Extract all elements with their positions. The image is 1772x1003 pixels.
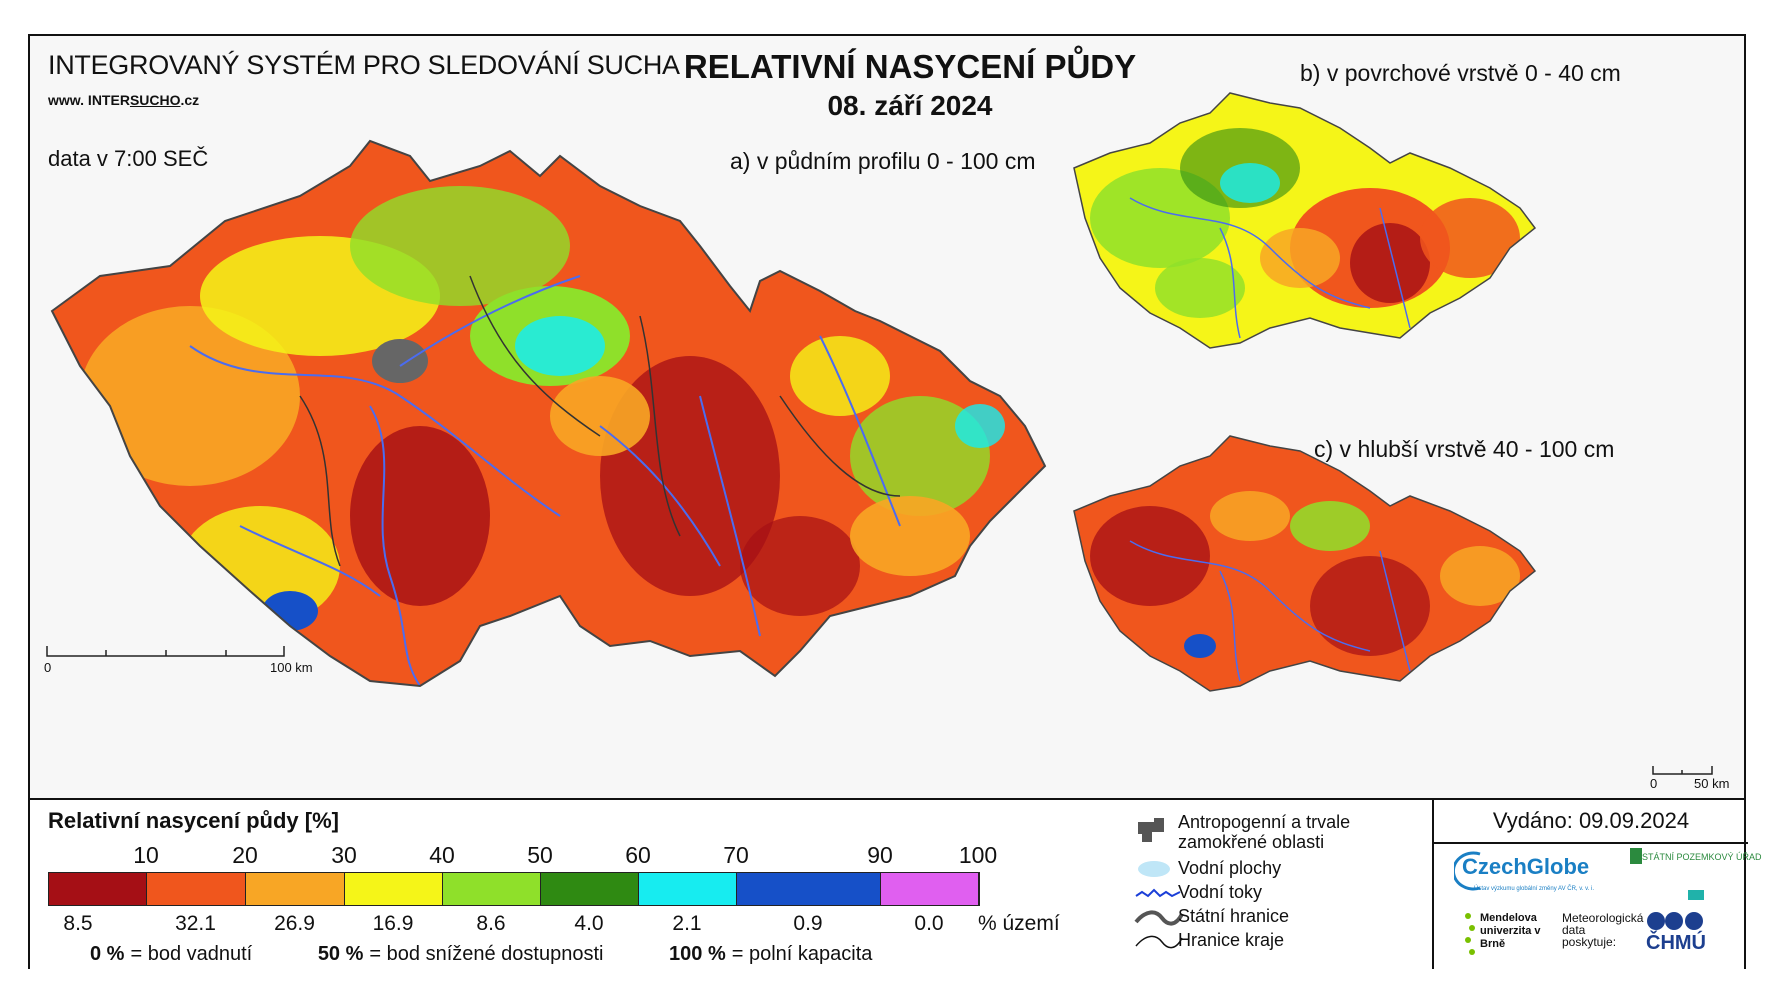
note-text: = bod snížené dostupnosti	[369, 943, 604, 965]
system-title: INTEGROVANÝ SYSTÉM PRO SLEDOVÁNÍ SUCHA	[48, 50, 680, 80]
czechglobe-logo: CzechGlobe	[1462, 854, 1590, 879]
legend-tick: 40	[429, 842, 455, 868]
spu-logo: STÁTNÍ POZEMKOVÝ ÚŘAD	[1642, 852, 1762, 862]
maps-area: INTEGROVANÝ SYSTÉM PRO SLEDOVÁNÍ SUCHA w…	[30, 36, 1744, 798]
legend-tick: 100	[958, 842, 998, 868]
scale-small-end: 50 km	[1694, 776, 1730, 791]
map-frame: INTEGROVANÝ SYSTÉM PRO SLEDOVÁNÍ SUCHA w…	[28, 34, 1762, 971]
legend-color-bar	[48, 872, 980, 906]
mendel-logo-dots	[1465, 913, 1475, 955]
data-time: data v 7:00 SEČ	[48, 146, 209, 171]
symbol-region-border-label: Hranice kraje	[1178, 930, 1285, 950]
legend-class-share: 4.0	[574, 912, 604, 935]
state-border-icon	[1134, 910, 1184, 926]
legend-tick: 10	[133, 842, 159, 868]
note-value: 50 %	[317, 943, 364, 965]
legend-ticks: 10 20 30 40 50 60 70 90 100	[48, 842, 1008, 868]
map-c-label: c) v hlubší vrstvě 40 - 100 cm	[1314, 436, 1615, 462]
met-data-provider: Meteorologická data poskytuje:	[1562, 911, 1644, 949]
legend-title: Relativní nasycení půdy [%]	[48, 808, 339, 833]
symbol-urban-label: Antropogenní a trvale zamokřené oblasti	[1178, 812, 1351, 852]
czechglobe-logo-arc	[1454, 851, 1481, 891]
scale-small-start: 0	[1650, 776, 1658, 791]
region-border-icon	[1135, 935, 1183, 949]
spu-logo-mark	[1630, 848, 1642, 864]
map-b-label: b) v povrchové vrstvě 0 - 40 cm	[1300, 60, 1621, 86]
note-value: 100 %	[669, 943, 726, 965]
legend-class-share: 8.5	[63, 912, 93, 935]
issued-panel: Vydáno: 09.09.2024 CzechGlobe Ústav výzk…	[1432, 800, 1762, 969]
scale-bar-small	[1652, 766, 1713, 775]
legend-class-share: 2.1	[672, 912, 702, 935]
soil-saturation-map-b	[1073, 92, 1537, 349]
note-text: = polní kapacita	[731, 943, 873, 965]
legend-unit: % území	[978, 912, 1060, 935]
chmu-logo: ČHMÚ	[1646, 932, 1706, 954]
page-title: RELATIVNÍ NASYCENÍ PŮDY	[683, 48, 1137, 85]
legend-class-swatch	[345, 873, 443, 905]
legend-class-swatch	[246, 873, 345, 905]
soil-saturation-map-c	[1073, 435, 1537, 692]
spu-logo-square	[1688, 890, 1704, 900]
map-a-label: a) v půdním profilu 0 - 100 cm	[730, 148, 1036, 174]
water-body-icon	[1138, 861, 1170, 877]
legend-tick: 70	[723, 842, 749, 868]
legend-notes: 0 % = bod vadnutí 50 % = bod snížené dostu…	[90, 943, 872, 966]
scale-main-end: 100 km	[270, 660, 313, 675]
legend-class-swatch	[737, 873, 881, 905]
river-icon	[1135, 888, 1181, 898]
issued-date: Vydáno: 09.09.2024	[1434, 800, 1748, 844]
legend-class-swatch	[443, 873, 541, 905]
symbol-water-label: Vodní plochy	[1178, 858, 1282, 878]
legend-tick: 30	[331, 842, 357, 868]
note-text: = bod vadnutí	[130, 943, 253, 965]
mendel-logo: Mendelova univerzita v Brně	[1480, 912, 1541, 950]
legend-class-share: 8.6	[476, 912, 506, 935]
legend-class-swatch	[639, 873, 737, 905]
legend-class-swatch	[541, 873, 639, 905]
legend-tick: 90	[867, 842, 893, 868]
legend-class-swatch	[49, 873, 147, 905]
scale-main-start: 0	[44, 660, 52, 675]
legend-tick: 60	[625, 842, 651, 868]
scale-bar-main	[46, 646, 285, 657]
legend-tick: 50	[527, 842, 553, 868]
urban-area-icon	[1138, 818, 1164, 842]
legend-panel: Relativní nasycení půdy [%] 10 20 30 40 …	[30, 798, 1762, 971]
legend-class-swatch	[881, 873, 979, 905]
legend-tick: 20	[232, 842, 258, 868]
legend-class-share: 26.9	[274, 912, 315, 935]
czechglobe-subtitle: Ústav výzkumu globální změny AV ČR, v. v…	[1474, 886, 1595, 892]
legend-class-share: 16.9	[372, 912, 414, 935]
chmu-logo-mark	[1647, 912, 1703, 930]
map-date: 08. září 2024	[827, 90, 993, 121]
legend-class-share: 0.0	[914, 912, 944, 935]
symbol-river-label: Vodní toky	[1178, 882, 1263, 902]
legend-class-share: 32.1	[175, 912, 216, 935]
soil-saturation-map-a	[50, 139, 1047, 688]
note-value: 0 %	[90, 943, 125, 965]
symbol-state-border-label: Státní hranice	[1178, 906, 1290, 926]
website-link[interactable]: www. INTERSUCHO.cz	[48, 92, 200, 108]
legend-class-swatch	[147, 873, 246, 905]
legend-class-share: 0.9	[793, 912, 823, 935]
